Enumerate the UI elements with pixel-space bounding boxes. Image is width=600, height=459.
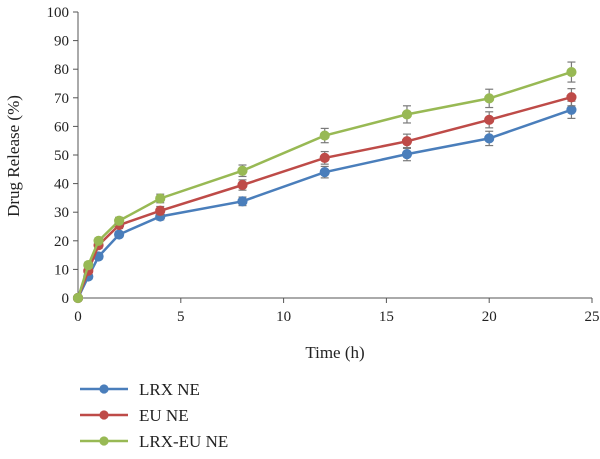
series-line xyxy=(76,108,572,299)
data-point xyxy=(83,260,94,271)
data-point xyxy=(484,93,495,104)
y-axis-title: Drug Release (%) xyxy=(4,95,23,217)
data-point xyxy=(566,104,577,115)
data-point xyxy=(155,193,166,204)
x-tick-label: 25 xyxy=(585,309,600,325)
x-tick-label: 5 xyxy=(177,309,185,325)
data-point xyxy=(566,66,577,78)
y-tick-label: 90 xyxy=(54,34,69,50)
series-3 xyxy=(72,61,577,304)
series-line xyxy=(76,70,572,299)
data-point xyxy=(401,136,413,147)
legend-label: LRX-EU NE xyxy=(139,432,228,451)
x-tick-label: 20 xyxy=(482,309,497,325)
data-point xyxy=(72,292,84,304)
data-point xyxy=(237,196,248,207)
y-tick-label: 20 xyxy=(54,234,69,250)
y-tick-label: 70 xyxy=(54,91,69,107)
legend-label: EU NE xyxy=(139,406,189,425)
legend-entry: LRX-EU NE xyxy=(80,432,228,451)
data-point xyxy=(401,149,413,160)
legend: LRX NE EU NE LRX-EU NE xyxy=(80,380,228,451)
data-point xyxy=(237,179,248,191)
data-point xyxy=(319,167,330,178)
legend-marker xyxy=(99,410,109,420)
x-tick-label: 0 xyxy=(74,309,82,325)
data-point xyxy=(237,165,248,176)
legend-entry: EU NE xyxy=(80,406,189,425)
data-point xyxy=(484,133,495,144)
x-axis-title: Time (h) xyxy=(305,343,364,362)
axes: 0 10 20 30 40 50 60 70 80 90 100 0 5 10 15 20 25 xyxy=(47,5,600,325)
y-tick-label: 100 xyxy=(47,5,70,21)
y-tick-label: 0 xyxy=(62,291,70,307)
data-point xyxy=(566,92,577,103)
y-tick-label: 50 xyxy=(54,148,69,164)
data-point xyxy=(93,235,104,246)
legend-entry: LRX NE xyxy=(80,380,200,399)
data-point xyxy=(114,229,125,240)
y-tick-label: 80 xyxy=(54,62,69,78)
data-point xyxy=(401,109,413,120)
legend-marker xyxy=(99,384,109,394)
data-point xyxy=(114,215,125,226)
series-2 xyxy=(72,88,577,304)
data-point xyxy=(155,205,166,216)
data-point xyxy=(319,130,330,141)
data-point xyxy=(319,152,330,163)
x-tick-label: 10 xyxy=(276,309,291,325)
data-point xyxy=(484,114,495,125)
series-layer xyxy=(72,61,577,304)
y-tick-label: 10 xyxy=(54,262,69,278)
legend-label: LRX NE xyxy=(139,380,200,399)
legend-marker xyxy=(99,436,109,446)
y-tick-label: 30 xyxy=(54,205,69,221)
y-tick-label: 40 xyxy=(54,177,69,193)
series-line xyxy=(76,95,572,299)
y-tick-label: 60 xyxy=(54,119,69,135)
x-tick-label: 15 xyxy=(379,309,394,325)
